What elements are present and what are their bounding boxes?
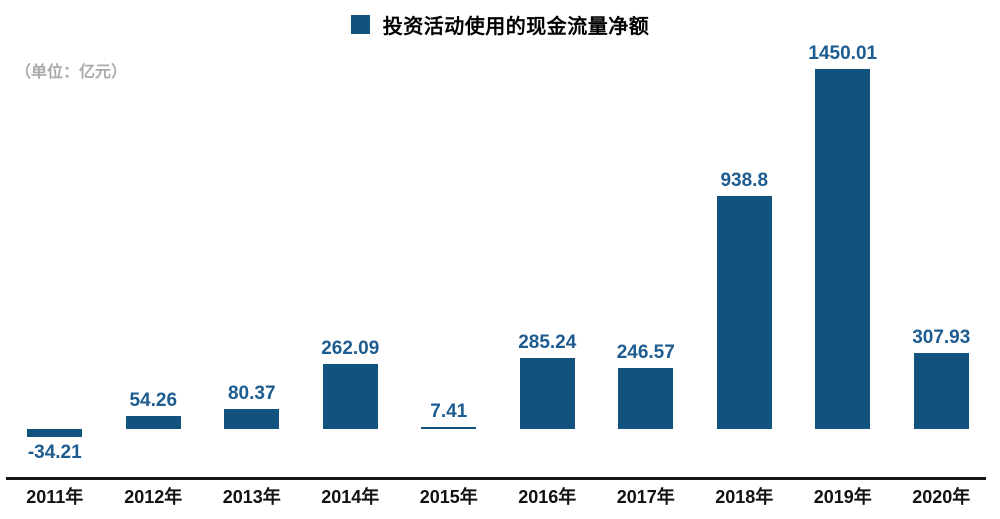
legend-series-label: 投资活动使用的现金流量净额 [382, 16, 650, 38]
x-axis-label: 2013年 [222, 487, 281, 507]
x-axis-label: 2018年 [715, 487, 774, 507]
x-axis-label: 2012年 [124, 487, 183, 507]
legend: 投资活动使用的现金流量净额 [0, 10, 1000, 39]
bar [815, 69, 871, 429]
bar-value-label: 938.8 [720, 169, 769, 191]
bar [421, 427, 477, 429]
x-axis-label: 2020年 [912, 487, 971, 507]
bar [716, 195, 772, 429]
bar [125, 415, 181, 429]
x-axis-label: 2019年 [813, 487, 872, 507]
bar-value-label: 54.26 [129, 389, 178, 411]
bar [913, 352, 969, 429]
bar-value-label: 80.37 [227, 383, 276, 405]
legend-swatch [350, 15, 370, 34]
x-axis-label: 2015年 [419, 487, 478, 507]
bar-value-label: 246.57 [616, 341, 675, 363]
bar-value-label: 285.24 [518, 332, 577, 354]
bar [224, 409, 280, 429]
x-axis-label: 2016年 [518, 487, 577, 507]
unit-label: （单位：亿元） [15, 64, 128, 81]
bar-value-label: 262.09 [321, 337, 380, 359]
x-axis-label: 2014年 [321, 487, 380, 507]
bar-value-label: -34.21 [27, 442, 82, 464]
bar [322, 363, 378, 429]
bar [519, 358, 575, 429]
bar-value-label: 7.41 [430, 401, 468, 422]
bar [618, 367, 674, 429]
bar [27, 429, 83, 438]
bar-value-label: 307.93 [912, 326, 971, 348]
bar-value-label: 1450.01 [808, 43, 878, 64]
x-axis-label: 2011年 [26, 487, 84, 507]
x-axis-line [6, 477, 986, 480]
x-axis-label: 2017年 [616, 487, 675, 507]
